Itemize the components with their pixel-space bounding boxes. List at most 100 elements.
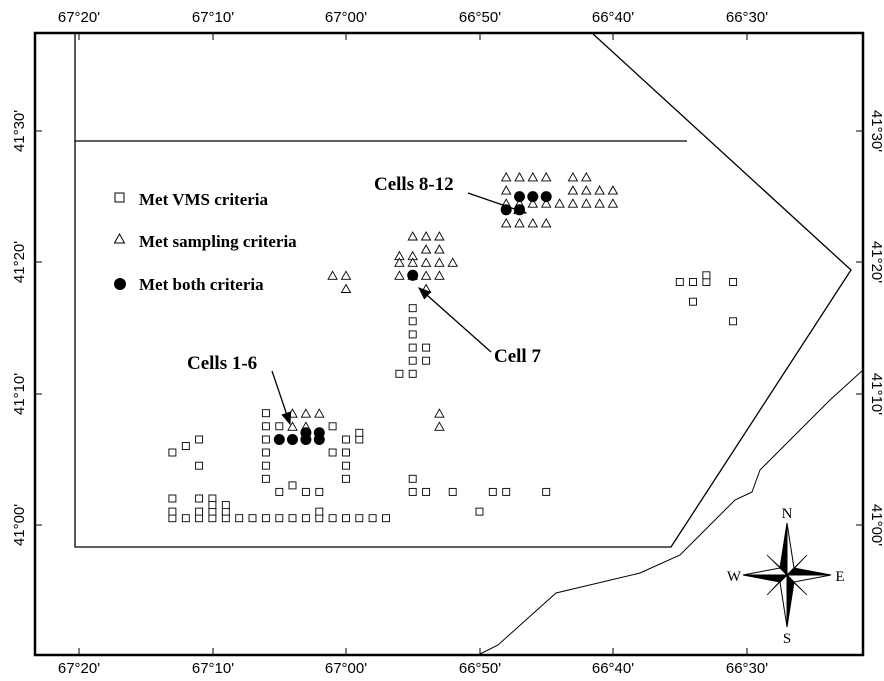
legend-circle-icon: [114, 278, 126, 290]
tick-marks: [35, 33, 863, 655]
sampling-cell-marker: [607, 185, 619, 195]
sampling-cell-marker: [300, 408, 312, 418]
lat-tick-left: 41°10': [11, 373, 28, 415]
vms-cell-marker: [702, 271, 711, 280]
lat-tick-left: 41°00': [11, 504, 28, 546]
latitude-labels-left: 41°30' 41°20' 41°10' 41°00': [11, 110, 28, 546]
vms-cell-marker: [195, 494, 204, 503]
sampling-cell-marker: [420, 244, 432, 254]
vms-cell-marker: [221, 507, 230, 516]
compass-arrow-icon: [786, 554, 808, 576]
vms-cells: [168, 271, 738, 523]
sampling-cell-marker: [420, 231, 432, 241]
vms-cell-marker: [408, 356, 417, 365]
sampling-cells: [287, 171, 619, 431]
sampling-cell-marker: [327, 270, 338, 280]
vms-cell-marker: [408, 474, 417, 483]
vms-cell-marker: [261, 422, 270, 431]
vms-cell-marker: [328, 514, 337, 523]
vms-cell-marker: [275, 422, 284, 431]
vms-cell-marker: [261, 514, 270, 523]
sampling-cell-marker: [434, 408, 445, 418]
vms-cell-marker: [168, 448, 177, 457]
lon-tick-bottom: 66°40': [592, 660, 634, 677]
lon-tick-bottom: 67°20': [58, 660, 100, 677]
sampling-cell-marker: [500, 217, 512, 228]
lon-tick-top: 66°30': [726, 9, 768, 26]
vms-cell-marker: [408, 317, 417, 326]
annotation-label: Cell 7: [494, 346, 541, 367]
vms-cell-marker: [275, 514, 284, 523]
vms-cell-marker: [408, 487, 417, 496]
both-criteria-cell-marker: [527, 191, 539, 203]
vms-cell-marker: [208, 514, 217, 523]
sampling-cell-marker: [567, 171, 579, 182]
compass-arrow-icon: [779, 522, 788, 577]
sampling-cell-marker: [514, 171, 525, 182]
vms-cell-marker: [315, 514, 324, 523]
vms-cell-marker: [689, 278, 697, 286]
sampling-cell-marker: [340, 283, 352, 293]
lat-tick-left: 41°30': [11, 110, 28, 152]
lat-tick-right: 41°20': [868, 241, 884, 283]
vms-cell-marker: [408, 304, 417, 313]
sampling-cell-marker: [527, 198, 539, 208]
legend-square-icon: [114, 192, 125, 203]
both-criteria-cell-marker: [287, 434, 298, 445]
annotation-arrow: [271, 370, 292, 426]
vms-cell-marker: [702, 278, 711, 286]
vms-cell-marker: [729, 317, 738, 326]
both-criteria-cell-marker: [273, 434, 285, 445]
legend-triangle-icon: [113, 232, 126, 244]
compass-arrow-icon: [786, 574, 808, 596]
sampling-cell-marker: [514, 217, 525, 228]
vms-cell-marker: [221, 501, 230, 510]
lon-tick-top: 66°50': [459, 9, 501, 26]
annotation-label: Cells 1-6: [187, 353, 257, 374]
annotation-arrow: [467, 192, 528, 215]
vms-cell-marker: [195, 461, 204, 470]
vms-cell-marker: [342, 474, 350, 483]
lon-tick-top: 66°40': [592, 9, 634, 26]
lon-tick-top: 67°20': [58, 9, 100, 26]
annotation-cells-1-6: Cells 1-6: [187, 353, 292, 426]
vms-cell-marker: [168, 507, 177, 516]
coastline: [477, 369, 864, 656]
both-criteria-cell-marker: [540, 191, 552, 203]
vms-cell-marker: [315, 507, 324, 516]
sampling-cell-marker: [581, 171, 592, 182]
lon-tick-bottom: 66°30': [726, 660, 768, 677]
vms-cell-marker: [488, 487, 497, 496]
compass-s-label: S: [783, 631, 791, 647]
lat-tick-left: 41°20': [11, 241, 28, 283]
both-criteria-cell-marker: [300, 427, 312, 439]
vms-cell-marker: [208, 501, 217, 510]
sampling-cell-marker: [500, 171, 512, 182]
vms-cell-marker: [395, 369, 404, 378]
sampling-cell-marker: [407, 257, 418, 267]
compass-arrow-icon: [786, 522, 795, 577]
lat-tick-right: 41°00': [868, 504, 884, 546]
vms-cell-marker: [342, 461, 350, 470]
annotation-cells-8-12: Cells 8-12: [374, 174, 528, 215]
annotation-label: Cells 8-12: [374, 174, 454, 195]
sampling-cell-marker: [434, 257, 445, 267]
compass-n-label: N: [782, 506, 793, 522]
vms-cell-marker: [275, 487, 284, 496]
sampling-cell-marker: [314, 408, 325, 418]
vms-cell-marker: [181, 442, 190, 450]
sampling-cell-marker: [287, 408, 298, 418]
sampling-cell-marker: [434, 244, 445, 254]
sampling-cell-marker: [581, 198, 592, 208]
legend-label-both: Met both criteria: [139, 275, 264, 294]
vms-cell-marker: [235, 514, 244, 523]
vms-cell-marker: [288, 481, 297, 490]
vms-cell-marker: [355, 428, 364, 437]
sampling-cell-marker: [527, 217, 539, 228]
vms-cell-marker: [181, 514, 190, 523]
both-criteria-cell-marker: [407, 269, 419, 281]
lon-tick-top: 67°00': [325, 9, 367, 26]
vms-cell-marker: [261, 474, 270, 483]
latitude-labels-right: 41°30' 41°20' 41°10' 41°00': [868, 110, 884, 546]
